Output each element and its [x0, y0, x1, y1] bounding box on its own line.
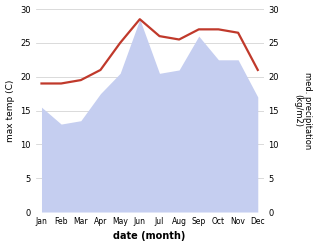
X-axis label: date (month): date (month) [114, 231, 186, 242]
Y-axis label: med. precipitation
(kg/m2): med. precipitation (kg/m2) [293, 72, 313, 149]
Y-axis label: max temp (C): max temp (C) [5, 79, 15, 142]
